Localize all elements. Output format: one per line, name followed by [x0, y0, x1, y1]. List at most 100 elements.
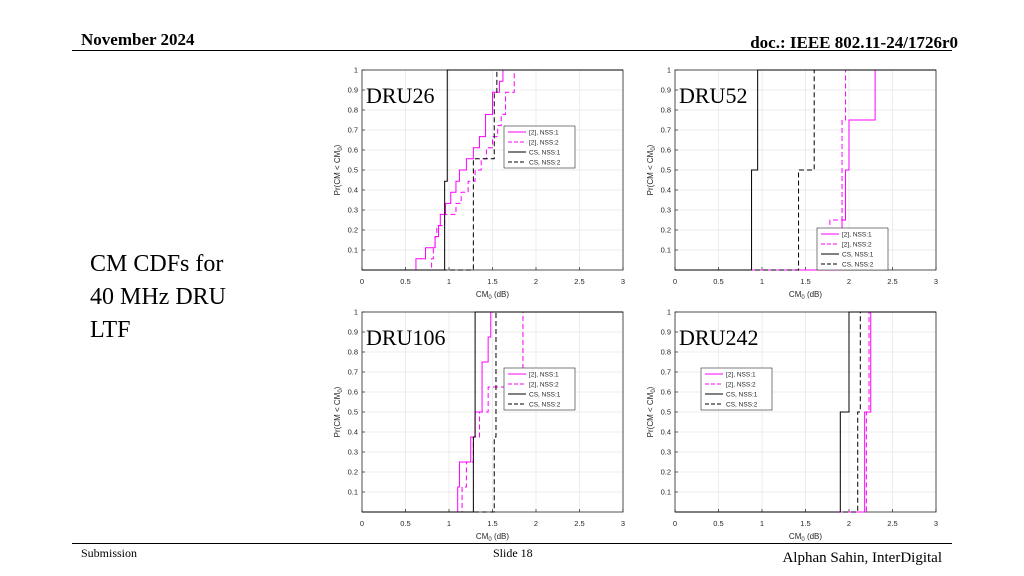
series-line	[675, 69, 936, 271]
y-tick-label: 0.1	[348, 246, 358, 255]
footer-divider	[72, 543, 952, 544]
y-tick-label: 0.8	[348, 348, 358, 357]
y-tick-label: 0.9	[661, 86, 671, 95]
x-tick-label: 2.5	[887, 519, 897, 528]
series-group	[362, 69, 623, 271]
x-tick-label: 1.5	[487, 277, 497, 286]
y-tick-label: 0.4	[661, 186, 671, 195]
y-tick-label: 0.3	[348, 206, 358, 215]
y-tick-label: 0.6	[348, 146, 358, 155]
x-tick-label: 2	[534, 519, 538, 528]
x-axis-label: CM0 (dB)	[476, 532, 509, 543]
y-tick-label: 0.6	[661, 146, 671, 155]
x-tick-label: 1	[760, 519, 764, 528]
y-tick-label: 0.6	[661, 388, 671, 397]
y-tick-label: 1	[354, 308, 358, 317]
legend-label: [2], NSS:1	[529, 372, 559, 379]
y-tick-label: 1	[354, 66, 358, 75]
x-tick-label: 2.5	[887, 277, 897, 286]
header-divider	[72, 50, 952, 51]
x-tick-label: 1.5	[487, 519, 497, 528]
x-axis-label: CM0 (dB)	[789, 290, 822, 301]
cdf-chart-dru26: 0 0.5 1 1.5 2 2.5 3 0.1 0.2 0.3 0.4 0.5 0.6 0.7 0.8 0.9…	[333, 66, 625, 302]
x-tick-label: 0.5	[713, 277, 723, 286]
x-tick-label: 2	[847, 519, 851, 528]
y-tick-label: 0.1	[661, 488, 671, 497]
x-tick-label: 2.5	[574, 277, 584, 286]
legend-label: [2], NSS:2	[842, 242, 872, 249]
y-tick-label: 0.7	[661, 126, 671, 135]
y-tick-label: 0.5	[661, 408, 671, 417]
y-tick-label: 0.4	[348, 428, 358, 437]
slide-title-line-3: LTF	[90, 317, 131, 343]
x-tick-label: 0	[673, 277, 677, 286]
grid	[674, 311, 937, 512]
x-tick-label: 3	[621, 277, 625, 286]
x-tick-label: 0	[673, 519, 677, 528]
y-tick-label: 0.8	[661, 348, 671, 357]
y-tick-label: 1	[667, 308, 671, 317]
legend: [2], NSS:1 [2], NSS:2 CS, NSS:1 CS, NSS:2	[700, 367, 773, 411]
slide-title: CM CDFs for 40 MHz DRU LTF	[90, 248, 290, 347]
y-tick-label: 0.6	[348, 388, 358, 397]
chart-title: DRU242	[679, 325, 758, 350]
legend-label: CS, NSS:1	[726, 392, 758, 399]
series-line	[362, 69, 623, 271]
x-tick-label: 0.5	[400, 277, 410, 286]
x-tick-label: 2	[534, 277, 538, 286]
y-axis-label: Pr(CM < CM0)	[646, 144, 657, 195]
x-tick-label: 2	[847, 277, 851, 286]
y-tick-label: 0.2	[661, 468, 671, 477]
x-tick-label: 1	[447, 277, 451, 286]
legend-label: CS, NSS:1	[842, 252, 874, 259]
y-tick-label: 0.1	[661, 246, 671, 255]
y-tick-label: 0.8	[348, 106, 358, 115]
series-line	[362, 311, 623, 513]
legend: [2], NSS:1 [2], NSS:2 CS, NSS:1 CS, NSS:2	[503, 367, 576, 411]
x-tick-label: 1	[447, 519, 451, 528]
legend-box	[503, 125, 576, 169]
chart-title: DRU106	[366, 325, 445, 350]
legend-label: CS, NSS:2	[529, 160, 561, 167]
x-tick-label: 1.5	[800, 519, 810, 528]
legend-label: [2], NSS:2	[529, 140, 559, 147]
x-tick-label: 1	[760, 277, 764, 286]
legend-label: CS, NSS:1	[529, 150, 561, 157]
legend-label: CS, NSS:2	[842, 262, 874, 269]
footer-slide-number: Slide 18	[493, 546, 533, 560]
y-tick-label: 0.7	[348, 368, 358, 377]
x-tick-label: 2.5	[574, 519, 584, 528]
legend-box	[503, 367, 576, 411]
x-tick-label: 3	[934, 277, 938, 286]
slide-title-line-1: CM CDFs for	[90, 251, 224, 277]
legend-label: [2], NSS:2	[726, 382, 756, 389]
chart-title: DRU26	[366, 83, 434, 108]
series-line	[675, 311, 936, 513]
header-doc-id: doc.: IEEE 802.11-24/1726r0	[750, 33, 958, 52]
x-tick-label: 1.5	[800, 277, 810, 286]
y-tick-label: 0.2	[661, 226, 671, 235]
y-tick-label: 0.3	[661, 448, 671, 457]
y-tick-label: 0.3	[348, 448, 358, 457]
x-tick-label: 3	[621, 519, 625, 528]
series-line	[362, 69, 623, 271]
y-tick-label: 0.2	[348, 226, 358, 235]
y-tick-label: 0.9	[348, 86, 358, 95]
y-tick-label: 1	[667, 66, 671, 75]
chart-title: DRU52	[679, 83, 747, 108]
y-tick-label: 0.5	[661, 166, 671, 175]
x-tick-label: 0.5	[713, 519, 723, 528]
header-date: November 2024	[81, 30, 195, 49]
y-tick-label: 0.8	[661, 106, 671, 115]
legend-label: [2], NSS:2	[529, 382, 559, 389]
footer-author: Alphan Sahin, InterDigital	[782, 550, 942, 566]
y-tick-label: 0.5	[348, 166, 358, 175]
legend-label: CS, NSS:1	[529, 392, 561, 399]
legend: [2], NSS:1 [2], NSS:2 CS, NSS:1 CS, NSS:2	[503, 125, 576, 169]
legend-label: CS, NSS:2	[726, 402, 758, 409]
legend-label: [2], NSS:1	[726, 372, 756, 379]
cdf-chart-dru52: 0 0.5 1 1.5 2 2.5 3 0.1 0.2 0.3 0.4 0.5 0.6 0.7 0.8 0.9…	[646, 66, 938, 302]
x-axis-label: CM0 (dB)	[476, 290, 509, 301]
y-axis-label: Pr(CM < CM0)	[646, 386, 657, 437]
legend-label: CS, NSS:2	[529, 402, 561, 409]
